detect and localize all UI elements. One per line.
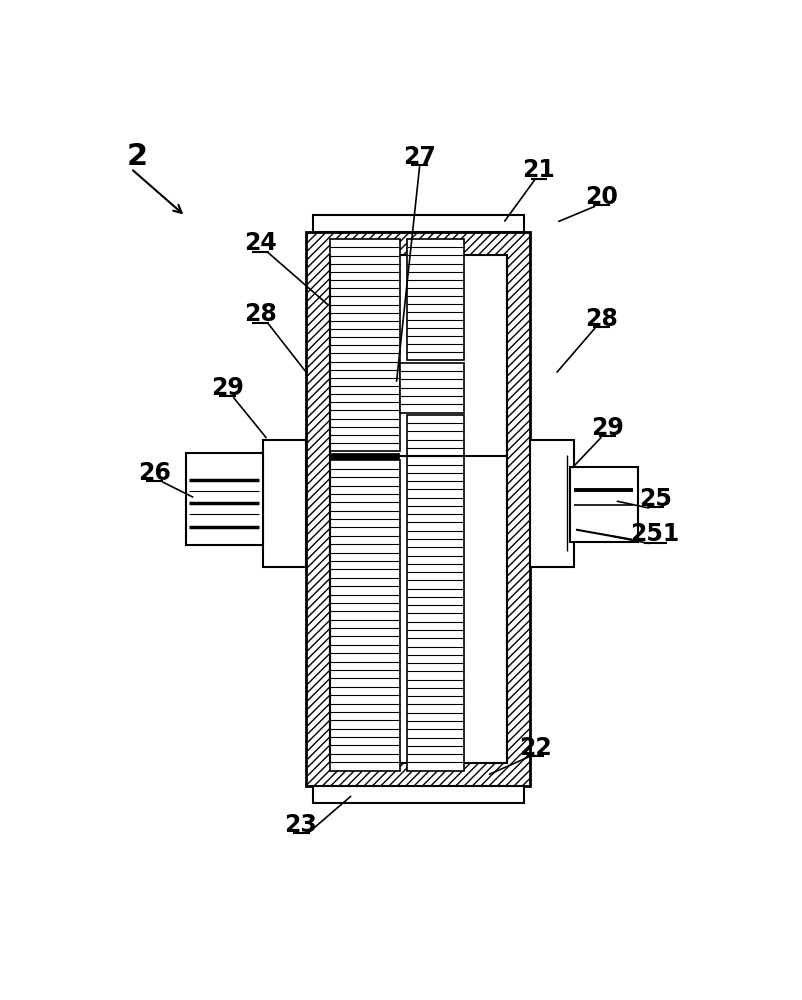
Bar: [406, 239, 464, 360]
Text: 26: 26: [138, 461, 171, 485]
Text: 29: 29: [590, 416, 623, 440]
Text: 29: 29: [210, 376, 243, 400]
Bar: [312, 215, 523, 232]
Text: 24: 24: [244, 231, 276, 255]
Bar: [262, 440, 306, 567]
Text: 27: 27: [403, 145, 435, 169]
Bar: [400, 363, 464, 413]
Text: 2: 2: [127, 142, 148, 171]
Bar: [185, 453, 262, 545]
Text: 21: 21: [522, 158, 555, 182]
Text: 25: 25: [638, 487, 670, 511]
Bar: [330, 453, 399, 459]
Text: 28: 28: [584, 307, 617, 331]
Bar: [529, 440, 573, 567]
Text: 22: 22: [518, 736, 551, 760]
Text: 20: 20: [584, 185, 617, 209]
Bar: [329, 255, 506, 763]
Text: 23: 23: [284, 813, 317, 837]
Bar: [329, 460, 400, 771]
Text: 251: 251: [630, 522, 679, 546]
Bar: [406, 415, 464, 771]
Bar: [569, 466, 637, 542]
Bar: [312, 786, 523, 803]
Bar: [329, 239, 400, 451]
Text: 28: 28: [244, 302, 277, 326]
Bar: [306, 232, 529, 786]
